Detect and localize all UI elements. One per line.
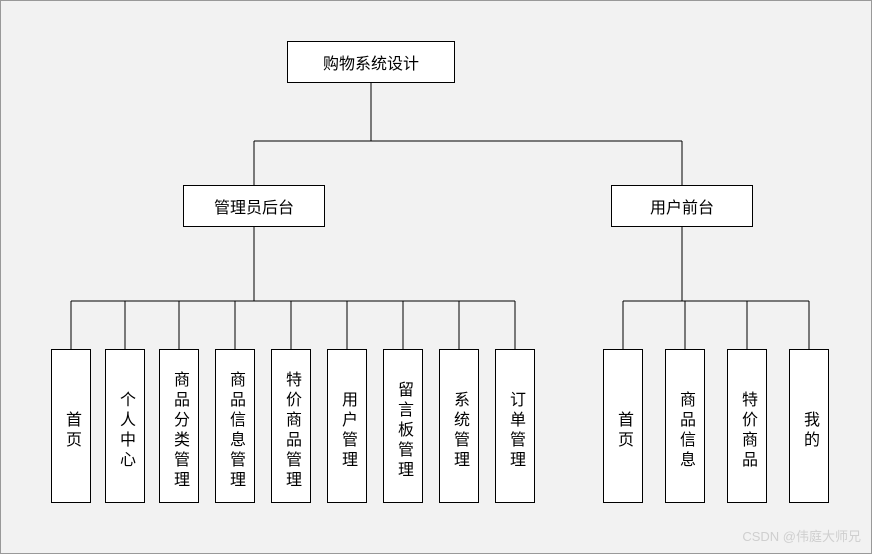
root-node: 购物系统设计 — [287, 41, 455, 83]
admin-leaf-1: 个人中心 — [105, 349, 145, 503]
admin-leaf-2: 商品分类管理 — [159, 349, 199, 503]
user-leaf-2: 特价商品 — [727, 349, 767, 503]
watermark-text: CSDN @伟庭大师兄 — [742, 526, 861, 545]
admin-leaf-3: 商品信息管理 — [215, 349, 255, 503]
user-leaf-0: 首页 — [603, 349, 643, 503]
diagram-canvas: 购物系统设计管理员后台用户前台首页个人中心商品分类管理商品信息管理特价商品管理用… — [0, 0, 872, 554]
admin-leaf-6: 留言板管理 — [383, 349, 423, 503]
admin-leaf-8: 订单管理 — [495, 349, 535, 503]
admin-leaf-0: 首页 — [51, 349, 91, 503]
admin-leaf-5: 用户管理 — [327, 349, 367, 503]
admin-leaf-4: 特价商品管理 — [271, 349, 311, 503]
user-leaf-3: 我的 — [789, 349, 829, 503]
user-leaf-1: 商品信息 — [665, 349, 705, 503]
admin-node: 管理员后台 — [183, 185, 325, 227]
admin-leaf-7: 系统管理 — [439, 349, 479, 503]
user-node: 用户前台 — [611, 185, 753, 227]
